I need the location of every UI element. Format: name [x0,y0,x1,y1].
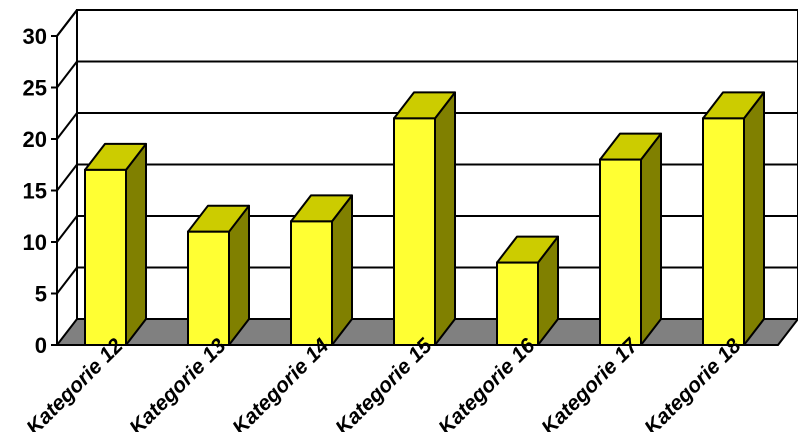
y-tick-label: 20 [23,127,47,152]
gridline-diagonal [56,266,78,295]
x-tick-label: Kategorie 14 [228,334,334,432]
x-tick-label: Kategorie 13 [125,334,231,432]
x-tick-label: Kategorie 18 [640,334,746,432]
x-tick-label: Kategorie 17 [537,333,643,432]
bar-front [702,117,745,347]
bar-side [743,91,765,346]
x-tick-label: Kategorie 16 [434,334,540,432]
bar-side [640,132,662,346]
gridline-diagonal [56,163,78,192]
gridline-diagonal [56,60,78,89]
bar [599,132,662,346]
bar-front [84,168,127,346]
bar [290,194,353,346]
bar-front [599,158,642,346]
bar-side [125,142,147,346]
bar [187,204,250,346]
y-tick-label: 25 [23,76,47,101]
y-tick-label: 5 [35,282,47,307]
bar [702,91,765,347]
bar-front [496,261,539,347]
bar-side [434,91,456,346]
y-tick-label: 10 [23,230,47,255]
bar-front [290,220,333,346]
y-tick-label: 15 [23,179,47,204]
bar [84,142,147,346]
bar [393,91,456,347]
bar-front [393,117,436,347]
bars [84,91,765,347]
bar-front [187,230,230,346]
bar [496,235,559,347]
y-tick-label: 30 [23,24,47,49]
y-axis [51,9,78,346]
x-tick-label: Kategorie 15 [331,334,437,432]
gridline-diagonal [56,112,78,140]
gridline-diagonal [56,215,78,243]
y-axis-top [56,9,78,37]
y-tick-labels: 0 5 10 15 20 25 30 [23,24,47,358]
y-tick-label: 0 [35,333,47,358]
